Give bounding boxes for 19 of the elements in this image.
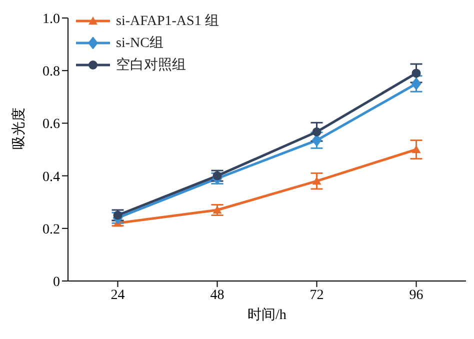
x-tick-label: 96 bbox=[409, 288, 424, 303]
y-tick-label: 0 bbox=[53, 274, 60, 290]
y-tick-label: 0.8 bbox=[42, 64, 60, 80]
y-tick-label: 0.6 bbox=[42, 117, 60, 132]
x-axis-title: 时间/h bbox=[248, 307, 286, 323]
x-tick-label: 48 bbox=[210, 288, 224, 303]
x-tick-label: 24 bbox=[110, 288, 125, 303]
point bbox=[312, 127, 322, 136]
point bbox=[312, 176, 322, 185]
x-tick-label: 72 bbox=[310, 288, 324, 303]
legend-label: si-NC组 bbox=[116, 34, 164, 52]
point bbox=[412, 145, 421, 154]
y-axis-title: 吸光度 bbox=[10, 108, 27, 150]
legend-label: si-AFAP1-AS1 组 bbox=[116, 12, 219, 30]
y-tick-label: 0.4 bbox=[42, 170, 60, 185]
y-tick-label: 0.2 bbox=[42, 222, 60, 238]
point bbox=[412, 68, 421, 78]
y-tick-label: 1.0 bbox=[42, 12, 60, 27]
legend-label: 空白对照组 bbox=[116, 56, 186, 74]
